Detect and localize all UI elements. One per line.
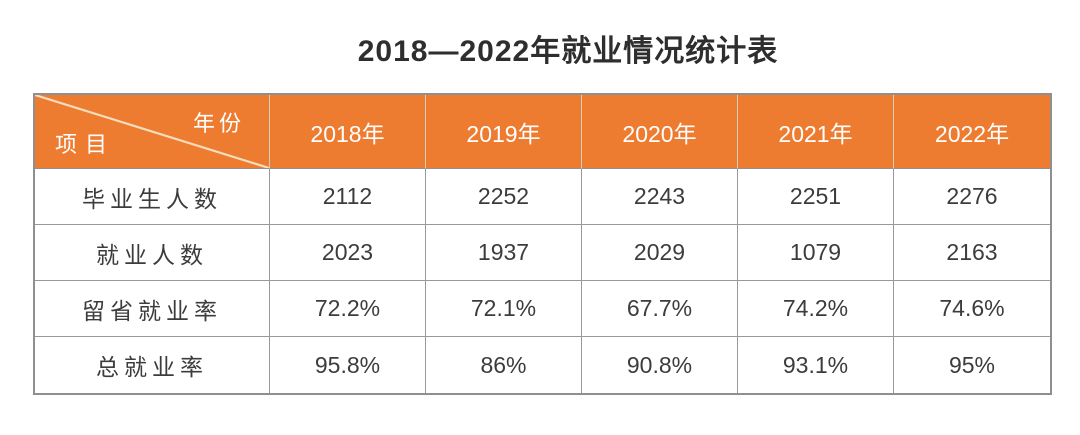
column-header-2019: 2019年 [426, 95, 582, 169]
employment-stats-table: 年份 项目 2018年 2019年 2020年 2021年 2022年 毕业生人… [33, 93, 1052, 395]
table-body: 毕业生人数 2112 2252 2243 2251 2276 就业人数 2023… [35, 169, 1050, 393]
table-cell: 67.7% [582, 281, 738, 337]
page-title: 2018—2022年就业情况统计表 [357, 35, 779, 68]
table-cell: 2112 [270, 169, 426, 225]
table-row-province-rate: 留省就业率 72.2% 72.1% 67.7% 74.2% 74.6% [35, 281, 1050, 337]
corner-label-item: 项目 [55, 132, 116, 157]
column-header-2021: 2021年 [738, 95, 894, 169]
column-header-2020: 2020年 [582, 95, 738, 169]
table-row-total-rate: 总就业率 95.8% 86% 90.8% 93.1% 95% [35, 337, 1050, 393]
row-label: 就业人数 [35, 225, 270, 281]
table-row-employed: 就业人数 2023 1937 2029 1079 2163 [35, 225, 1050, 281]
table-cell: 2029 [582, 225, 738, 281]
column-header-2022: 2022年 [894, 95, 1050, 169]
table-cell: 2163 [894, 225, 1050, 281]
table-cell: 74.6% [894, 281, 1050, 337]
table-cell: 74.2% [738, 281, 894, 337]
header-row: 年份 项目 2018年 2019年 2020年 2021年 2022年 [35, 95, 1050, 169]
table-row-graduates: 毕业生人数 2112 2252 2243 2251 2276 [35, 169, 1050, 225]
table-cell: 2252 [426, 169, 582, 225]
table-cell: 93.1% [738, 337, 894, 393]
corner-header-cell: 年份 项目 [35, 95, 270, 169]
table-cell: 72.2% [270, 281, 426, 337]
table-cell: 95.8% [270, 337, 426, 393]
row-label: 毕业生人数 [35, 169, 270, 225]
table-cell: 2243 [582, 169, 738, 225]
table-cell: 1937 [426, 225, 582, 281]
table-cell: 95% [894, 337, 1050, 393]
table-cell: 90.8% [582, 337, 738, 393]
row-label: 留省就业率 [35, 281, 270, 337]
table-cell: 2023 [270, 225, 426, 281]
table-cell: 1079 [738, 225, 894, 281]
column-header-2018: 2018年 [270, 95, 426, 169]
table-cell: 86% [426, 337, 582, 393]
table-cell: 72.1% [426, 281, 582, 337]
row-label: 总就业率 [35, 337, 270, 393]
diagonal-divider-line [35, 95, 269, 168]
corner-label-year: 年份 [192, 111, 245, 136]
table-cell: 2251 [738, 169, 894, 225]
table-cell: 2276 [894, 169, 1050, 225]
table-header: 年份 项目 2018年 2019年 2020年 2021年 2022年 [35, 95, 1050, 169]
